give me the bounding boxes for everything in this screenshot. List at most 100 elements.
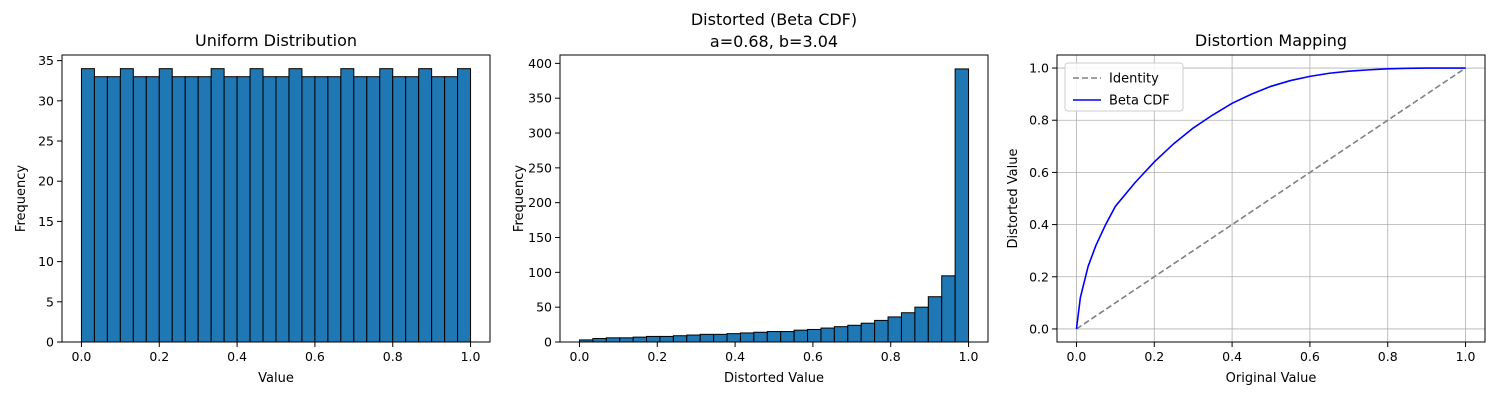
- y-tick-label: 350: [528, 91, 552, 106]
- x-tick-label: 1.0: [461, 349, 481, 364]
- histogram-bar: [739, 332, 755, 343]
- y-tick-label: 35: [38, 53, 54, 68]
- x-tick-label: 0.0: [1067, 349, 1087, 364]
- y-tick-label: 30: [38, 93, 54, 108]
- histogram-bar: [314, 76, 329, 343]
- y-tick-label: 0.8: [1029, 113, 1049, 128]
- histogram-bar: [366, 76, 381, 343]
- histogram-bar: [833, 326, 849, 343]
- y-tick-label: 5: [46, 294, 54, 309]
- series-line-beta-cdf: [1075, 67, 1466, 330]
- x-tick-label: 0.8: [881, 349, 901, 364]
- histogram-bar: [210, 68, 225, 343]
- histogram-bar: [262, 76, 277, 343]
- histogram-bar: [672, 335, 688, 343]
- x-tick-label: 0.4: [725, 349, 745, 364]
- y-tick-label: 400: [528, 56, 552, 71]
- y-axis-label: Frequency: [14, 165, 29, 232]
- y-tick-label: 0.0: [1029, 321, 1049, 336]
- histogram-bar: [158, 68, 173, 343]
- histogram-bar: [713, 333, 728, 343]
- histogram-bar: [954, 68, 970, 343]
- histogram-bar: [171, 76, 186, 343]
- chart-subtitle: a=0.68, b=3.04: [710, 32, 838, 51]
- histogram-bar: [860, 322, 876, 343]
- x-tick-label: 0.6: [1300, 349, 1320, 364]
- histogram-bar: [847, 324, 862, 343]
- histogram-bar: [392, 76, 407, 343]
- y-tick-label: 0.4: [1029, 217, 1049, 232]
- histogram-bar: [431, 76, 446, 343]
- histogram-bar: [807, 328, 822, 343]
- histogram-bar: [619, 337, 634, 343]
- histogram-bar: [353, 76, 368, 343]
- y-tick-label: 200: [528, 195, 552, 210]
- histogram-bar: [659, 335, 674, 343]
- axes-frame: [559, 54, 989, 343]
- histogram-bar: [106, 76, 121, 343]
- histogram-bar: [605, 337, 621, 343]
- histogram-bar: [197, 76, 212, 343]
- y-tick-label: 0: [46, 335, 54, 350]
- y-tick-label: 250: [528, 160, 552, 175]
- x-tick-label: 0.2: [647, 349, 667, 364]
- histogram-bar: [726, 333, 741, 343]
- histogram-bar: [119, 68, 134, 343]
- chart-title: Uniform Distribution: [195, 31, 357, 50]
- histogram-bar: [418, 68, 433, 343]
- x-tick-label: 0.8: [383, 349, 403, 364]
- histogram-bar: [457, 68, 472, 343]
- chart-title: Distortion Mapping: [1195, 31, 1347, 50]
- histogram-bar: [632, 336, 648, 343]
- y-tick-label: 0.6: [1029, 165, 1049, 180]
- y-axis-label: Frequency: [512, 165, 527, 232]
- histogram-bar: [686, 334, 701, 343]
- histogram-bar: [327, 76, 342, 343]
- y-tick-label: 25: [38, 134, 54, 149]
- x-tick-label: 0.4: [227, 349, 247, 364]
- histogram-bar: [301, 76, 316, 343]
- chart-title: Distorted (Beta CDF): [691, 10, 857, 29]
- y-tick-label: 1.0: [1029, 61, 1049, 76]
- axes-frame: [61, 54, 491, 343]
- histogram-bar: [184, 76, 199, 343]
- histogram-bar: [444, 76, 459, 343]
- histogram-bar: [887, 316, 902, 343]
- x-axis-label: Original Value: [1226, 371, 1317, 386]
- histogram-bar: [340, 68, 355, 343]
- histogram-bar: [941, 275, 956, 343]
- axes-frame: [1056, 54, 1486, 343]
- y-tick-label: 150: [528, 230, 552, 245]
- histogram-bar: [780, 331, 795, 343]
- histogram-bar: [132, 76, 147, 343]
- histogram-bar: [874, 319, 889, 343]
- legend-label: Identity: [1109, 72, 1159, 87]
- x-tick-label: 1.0: [959, 349, 979, 364]
- histogram-bar: [646, 335, 661, 343]
- histogram-bar: [592, 338, 607, 343]
- x-tick-label: 0.6: [803, 349, 823, 364]
- histogram-bar: [379, 68, 394, 343]
- histogram-bar: [249, 68, 264, 343]
- uniform-distribution-chart: 0.0 0.2 0.4 0.6 0.8 1.0 0 5 10 15 20 25 30 35 Value Fre…: [14, 31, 491, 386]
- x-tick-label: 0.4: [1222, 349, 1242, 364]
- histogram-bar: [80, 68, 95, 343]
- histogram-bar: [236, 76, 251, 343]
- histogram-bar: [288, 68, 303, 343]
- histogram-bar: [927, 296, 943, 343]
- x-axis-label: Value: [258, 371, 294, 386]
- y-tick-label: 10: [38, 254, 54, 269]
- y-tick-label: 100: [528, 265, 552, 280]
- histogram-bar: [753, 331, 768, 343]
- legend-label: Beta CDF: [1109, 94, 1170, 109]
- distorted-beta-cdf-chart: 0.0 0.2 0.4 0.6 0.8 1.0 0 50 100 150 200 250 300 350 4…: [512, 10, 989, 386]
- x-tick-label: 1.0: [1456, 349, 1476, 364]
- y-tick-label: 0: [544, 335, 552, 350]
- histogram-bar: [766, 331, 782, 343]
- x-tick-label: 0.0: [72, 349, 92, 364]
- x-tick-label: 0.6: [305, 349, 325, 364]
- histogram-bar: [699, 333, 715, 343]
- histogram-bar: [820, 327, 835, 343]
- histogram-bar: [405, 76, 420, 343]
